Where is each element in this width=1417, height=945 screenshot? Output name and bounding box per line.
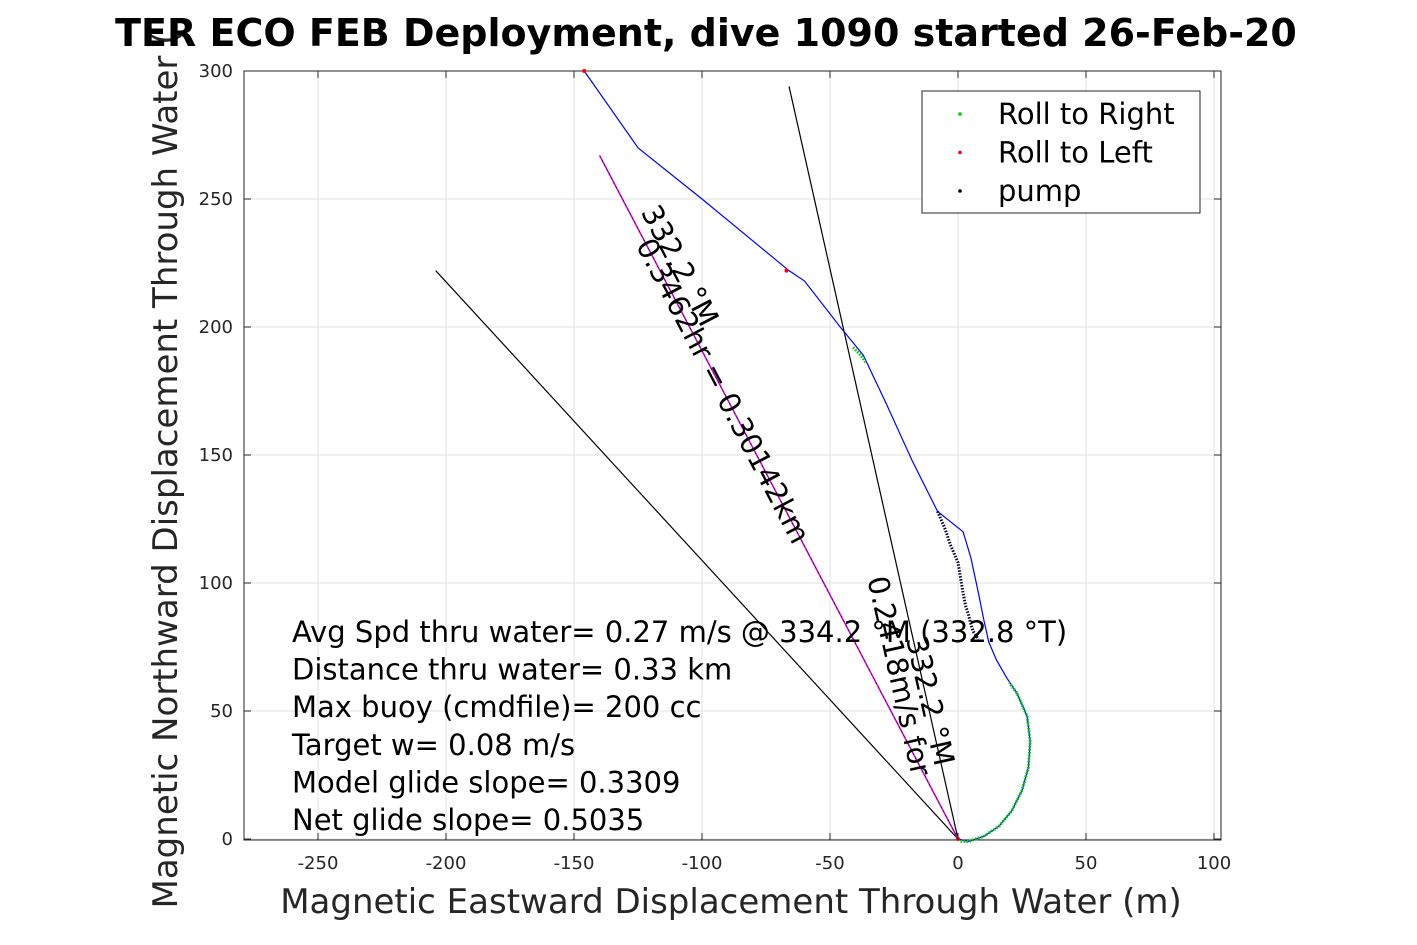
annotation-line: Max buoy (cmdfile)= 200 cc xyxy=(292,690,701,724)
legend-label: Roll to Right xyxy=(998,97,1175,131)
x-tick-label: -250 xyxy=(298,853,339,874)
y-tick-label: 0 xyxy=(222,829,233,850)
x-tick-label: -100 xyxy=(682,853,723,874)
legend-marker xyxy=(958,112,962,116)
x-tick-label: 50 xyxy=(1075,853,1098,874)
y-tick-label: 300 xyxy=(199,61,233,82)
x-axis-label: Magnetic Eastward Displacement Through W… xyxy=(280,882,1182,922)
pump-segment xyxy=(936,510,980,641)
legend-marker xyxy=(958,150,962,155)
roll-left-point xyxy=(582,69,587,73)
roll-right-segment xyxy=(960,681,1032,844)
x-tick-label: -150 xyxy=(554,853,595,874)
legend-box xyxy=(921,90,1201,214)
annotation-line: Distance thru water= 0.33 km xyxy=(292,653,732,687)
legend-label: pump xyxy=(998,174,1081,208)
black-reference-line xyxy=(788,86,959,840)
x-tick-label: -200 xyxy=(426,853,467,874)
reference-lines xyxy=(435,86,959,840)
legend-label: Roll to Left xyxy=(998,136,1153,170)
y-tick-label: 50 xyxy=(210,701,233,722)
y-tick-label: 100 xyxy=(199,573,233,594)
y-tick-label: 150 xyxy=(199,445,233,466)
y-axis-label: Magnetic Northward Displacement Through … xyxy=(146,32,186,909)
black-reference-line xyxy=(435,270,959,840)
x-tick-label: 0 xyxy=(952,853,963,874)
annotation-line: Target w= 0.08 m/s xyxy=(291,728,575,762)
annotation-line: Model glide slope= 0.3309 xyxy=(292,765,680,799)
y-axis-ticks: 0 50 100 150 200 250 300 xyxy=(199,61,1221,850)
x-axis-ticks: -250 -200 -150 -100 -50 0 50 100 xyxy=(298,71,1231,874)
legend-marker xyxy=(958,189,962,193)
roll-left-point xyxy=(784,268,789,273)
x-tick-label: 100 xyxy=(1197,853,1231,874)
y-tick-label: 200 xyxy=(199,317,233,338)
annotation-line: Avg Spd thru water= 0.27 m/s @ 334.2 °M … xyxy=(292,615,1067,649)
stats-annotations: Avg Spd thru water= 0.27 m/s @ 334.2 °M … xyxy=(291,615,1067,837)
roll-right-segment xyxy=(851,346,868,364)
x-tick-label: -50 xyxy=(815,853,844,874)
y-tick-label: 250 xyxy=(199,189,233,210)
chart-title: TER ECO FEB Deployment, dive 1090 starte… xyxy=(115,11,1297,55)
heading-line-overlay xyxy=(599,155,959,840)
annotation-line: Net glide slope= 0.5035 xyxy=(292,803,644,837)
legend: Roll to Right Roll to Left pump xyxy=(921,90,1201,214)
